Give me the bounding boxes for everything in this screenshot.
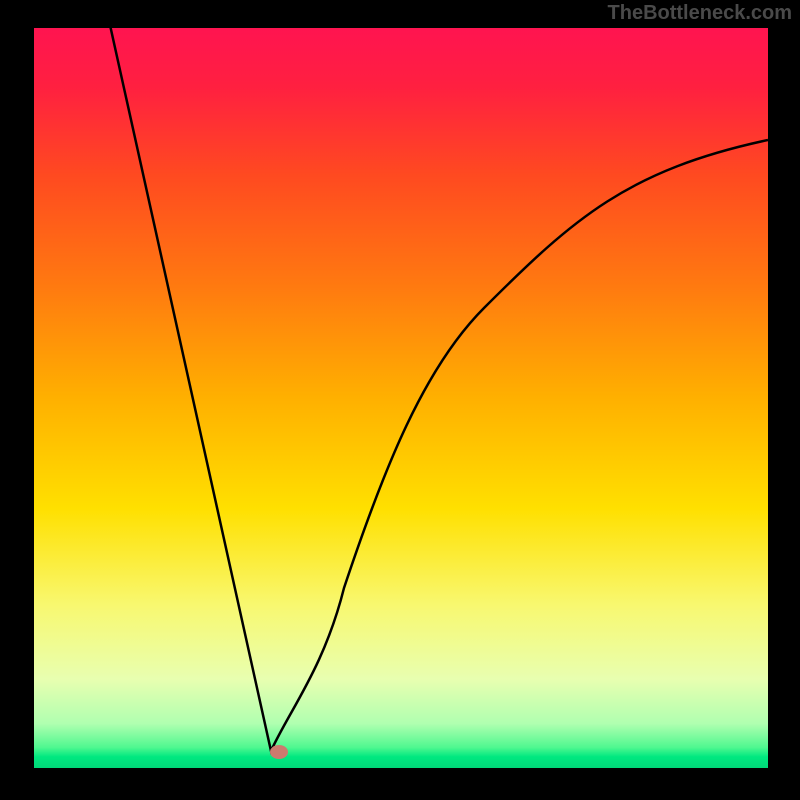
chart-container: TheBottleneck.com [0,0,800,800]
chart-svg [34,28,768,768]
optimal-point-marker [270,745,288,759]
watermark-text: TheBottleneck.com [608,2,792,25]
plot-area [34,28,768,768]
gradient-background [34,28,768,768]
